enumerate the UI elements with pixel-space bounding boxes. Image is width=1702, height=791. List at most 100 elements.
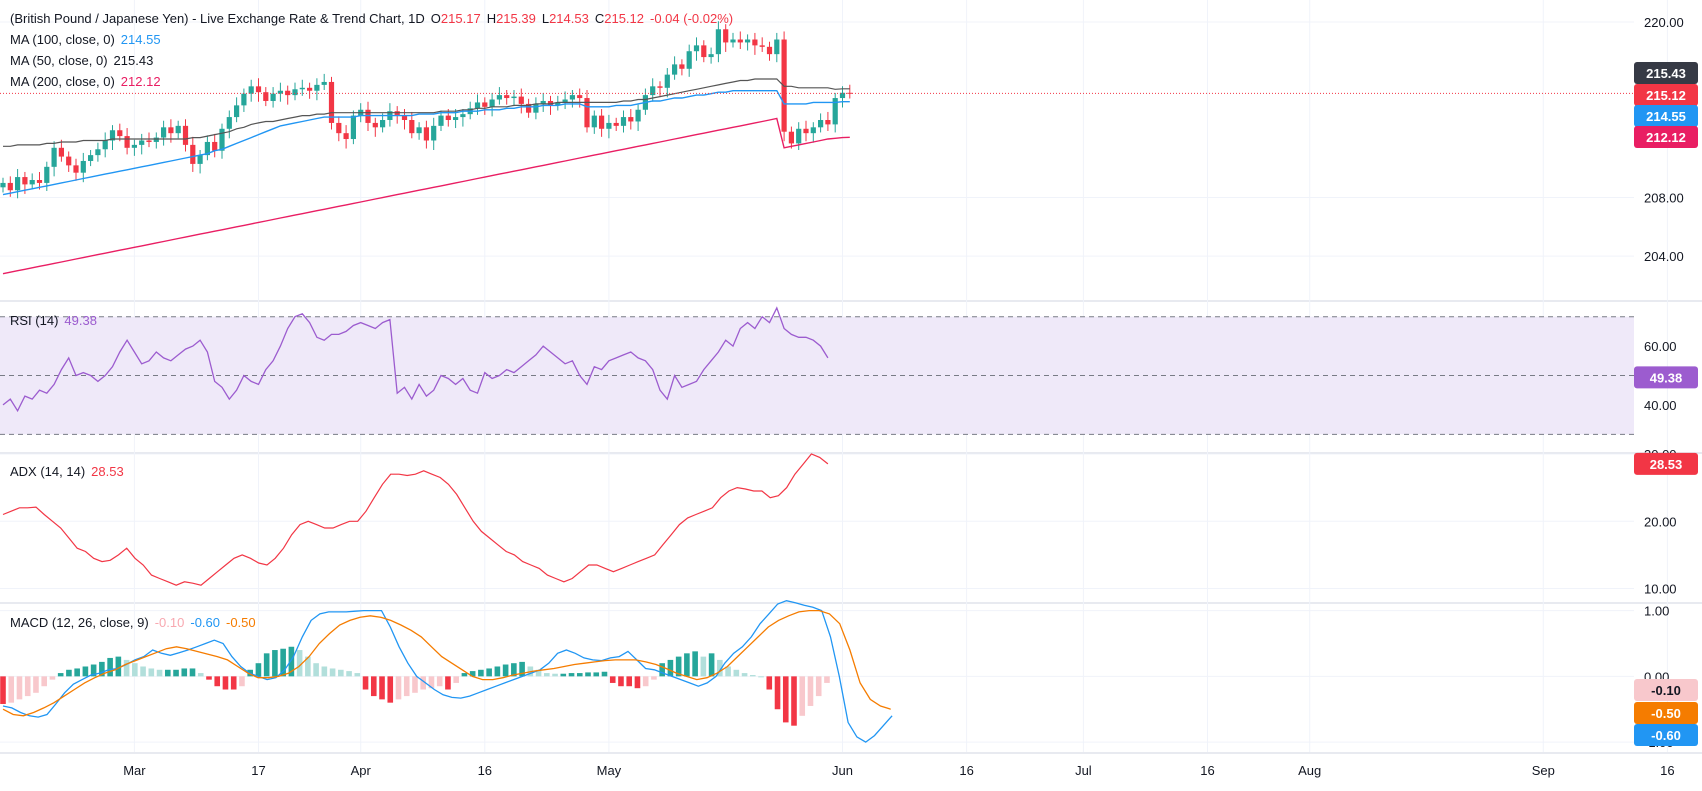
rsi-label: RSI (14) [10,313,59,328]
x-axis-label: 16 [1200,763,1214,778]
macd-histogram-bar [519,661,525,677]
macd-histogram-bar [197,673,204,677]
candle-body [686,51,692,69]
macd-histogram-bar [494,666,501,677]
macd-value-tag: -0.10 [1634,679,1698,701]
macd-histogram-bar [511,663,517,677]
candle-body [29,180,35,185]
macd-histogram-bar [82,666,89,677]
candle-body [88,155,94,161]
macd-value-tag-text: -0.50 [1651,706,1681,721]
rsi-value-tag-text: 49.38 [1650,370,1683,385]
macd-histogram-bar [453,676,459,683]
candle-body [380,120,386,128]
macd-histogram-bar [107,657,113,677]
macd-histogram-bar [445,676,451,690]
macd-histogram-bar [156,669,163,677]
candle-body [547,100,554,106]
candle-body [51,147,57,167]
macd-histogram-bar [626,676,633,687]
candle-body [219,128,225,151]
macd-histogram-bar [799,676,806,716]
macd-histogram-bar [33,676,39,693]
macd-histogram-bar [593,672,600,677]
adx-value: 28.53 [91,464,124,479]
macd-histogram-bar [502,664,509,677]
macd-histogram-bar [469,671,476,677]
ma100-label: MA (100, close, 0) [10,32,115,47]
candle-body [336,122,342,134]
candle-body [328,81,335,123]
adx-value-tag-text: 28.53 [1650,457,1683,472]
price-y-tick: 220.00 [1644,15,1684,30]
candle-body [620,117,627,126]
macd-histogram-bar [321,666,328,677]
macd-histogram-bar [667,659,674,677]
macd-histogram-bar [16,676,23,700]
candle-body [277,90,283,94]
candle-body [752,39,758,46]
macd-histogram-bar [379,676,385,700]
candle-body [153,137,159,142]
macd-histogram-bar [651,676,657,680]
macd-histogram-bar [725,666,731,677]
macd-histogram-bar [544,673,550,677]
candle-body [496,95,502,100]
x-axis-label: 17 [251,763,265,778]
price-tag-215.12-bg [1634,84,1698,106]
candle-body [737,39,743,43]
change-value: -0.04 (-0.02%) [650,11,734,26]
candle-body [161,127,167,138]
candle-body [839,92,846,99]
candle-body [15,177,21,191]
ma200-legend: MA (200, close, 0) 212.12 [10,74,167,89]
candle-body [796,128,802,144]
candle-body [818,120,824,128]
macd-histogram-bar [403,676,410,697]
macd-histogram-bar [585,672,591,677]
candle-body [314,84,320,91]
macd-line [2,600,893,743]
macd-value-tag-text: -0.10 [1651,683,1681,698]
macd-value-tag-text: -0.60 [1651,728,1681,743]
candle-body [701,45,707,58]
macd-histogram-bar [41,676,47,687]
macd-histogram-bar [280,648,286,677]
candle-body [526,103,532,113]
macd-histogram-bar [189,668,196,677]
price-tag-214.55: 214.55 [1634,105,1698,127]
ma200-line [2,117,850,275]
candle-body [212,141,218,151]
candle-body [182,125,189,145]
candle-body [679,64,685,69]
low-value: 214.53 [549,11,589,26]
candle-body [803,128,809,134]
price-tag-215.43: 215.43 [1634,62,1698,84]
candle-body [664,74,670,88]
macd-histogram-bar [420,676,427,690]
macd-histogram-bar [132,663,138,677]
adx-y-tick: 20.00 [1644,514,1677,529]
candle-body [409,120,415,134]
ma100-line [3,78,850,147]
candle-body [533,103,539,113]
candle-body [774,39,780,55]
macd-y-tick: 1.00 [1644,604,1669,619]
macd-histogram-bar [313,663,319,677]
candle-body [715,29,721,55]
macd-histogram-bar [362,676,369,690]
adx-value-tag-bg [1634,452,1698,475]
candle-body [693,45,700,52]
candle-body [109,130,116,141]
x-axis-label: 16 [959,763,973,778]
candle-body [474,102,481,109]
ma50-label: MA (50, close, 0) [10,53,108,68]
macd-histogram-bar [634,676,641,689]
macd-label: MACD (12, 26, close, 9) [10,615,149,630]
price-y-tick: 208.00 [1644,191,1684,206]
price-tag-215.12-text: 215.12 [1646,88,1686,103]
macd-histogram-bar [296,650,303,677]
candle-body [139,140,145,145]
candle-body [650,86,656,96]
